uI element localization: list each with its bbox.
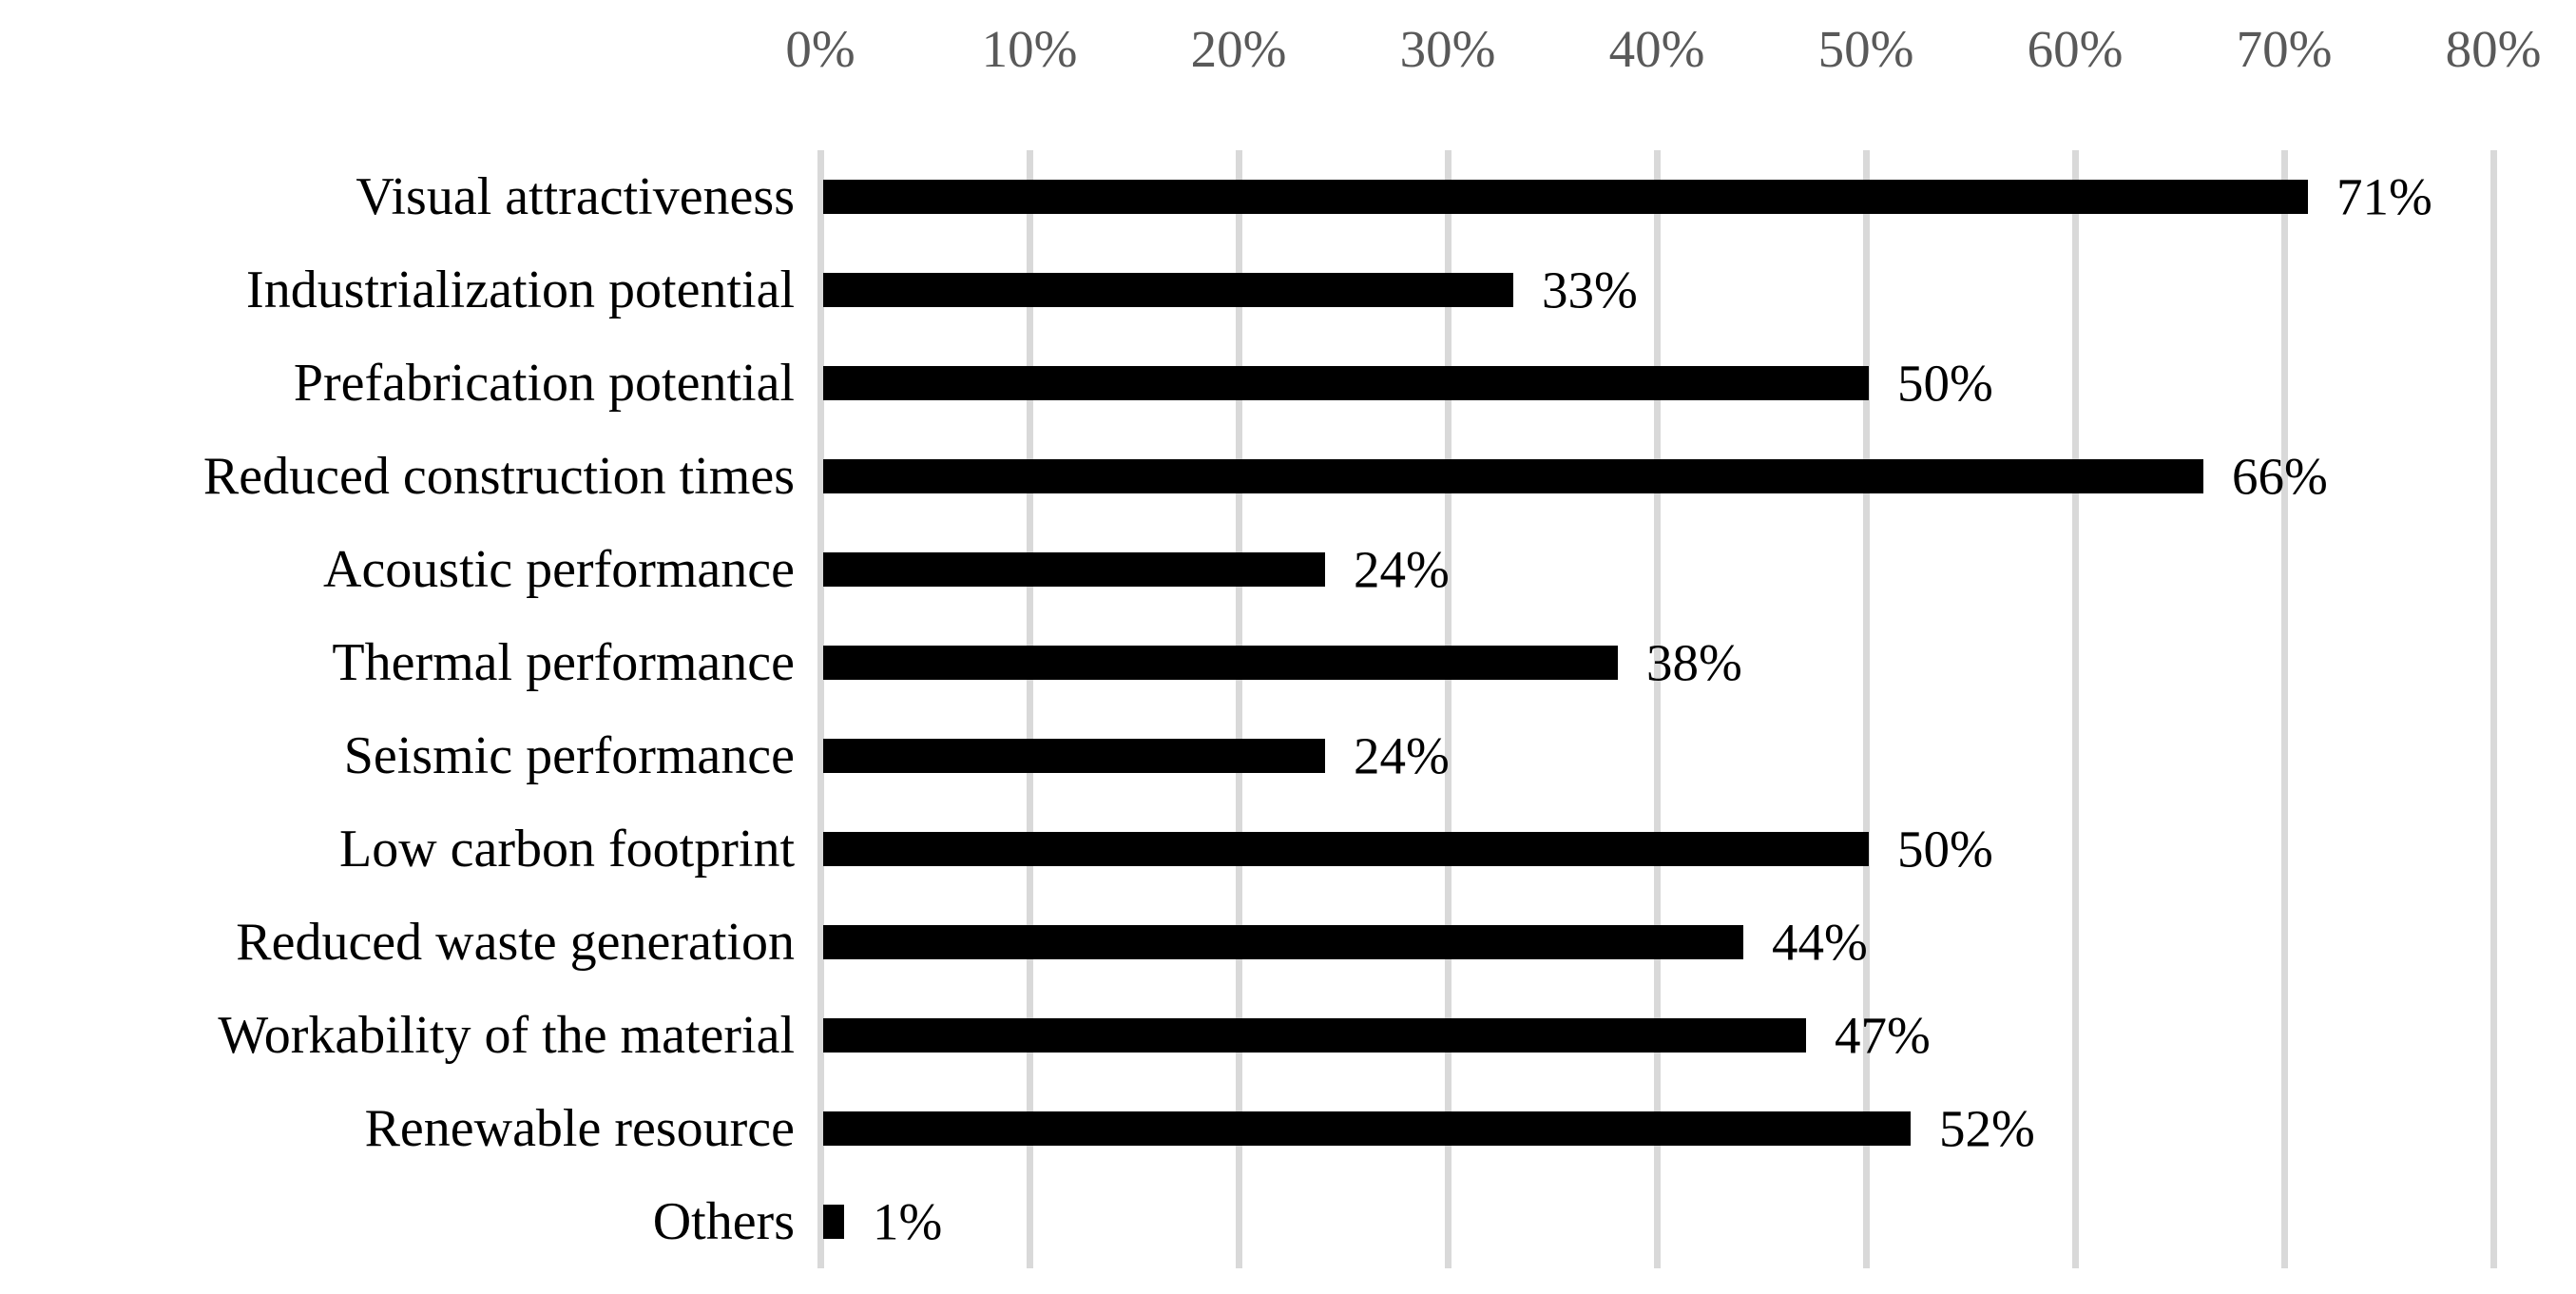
- bar: [823, 180, 2308, 214]
- bar: [823, 552, 1325, 587]
- gridline: [2071, 150, 2079, 1268]
- gridline: [1862, 150, 1870, 1268]
- value-label: 52%: [1939, 1099, 2035, 1158]
- gridline: [1444, 150, 1451, 1268]
- bar: [823, 1205, 844, 1239]
- value-label: 50%: [1897, 820, 1993, 879]
- category-label: Workability of the material: [218, 1006, 795, 1065]
- category-label: Renewable resource: [364, 1099, 795, 1158]
- category-label: Seismic performance: [343, 726, 795, 785]
- category-label: Visual attractiveness: [356, 167, 795, 226]
- value-label: 24%: [1354, 726, 1450, 785]
- x-tick-label: 80%: [2445, 20, 2542, 78]
- category-label: Reduced construction times: [202, 447, 795, 506]
- gridline: [1235, 150, 1242, 1268]
- value-label: 24%: [1354, 540, 1450, 599]
- gridline: [817, 150, 824, 1268]
- x-tick-label: 40%: [1608, 20, 1705, 78]
- x-tick-label: 20%: [1190, 20, 1287, 78]
- gridline: [2489, 150, 2497, 1268]
- category-label: Prefabrication potential: [293, 354, 795, 413]
- category-label: Industrialization potential: [246, 261, 795, 319]
- value-label: 47%: [1835, 1006, 1931, 1065]
- bar: [823, 925, 1743, 959]
- category-label: Others: [652, 1192, 795, 1251]
- category-label: Acoustic performance: [323, 540, 795, 599]
- bar: [823, 646, 1618, 680]
- gridline: [1026, 150, 1033, 1268]
- bar: [823, 1018, 1806, 1053]
- value-label: 38%: [1646, 633, 1742, 692]
- x-tick-label: 70%: [2236, 20, 2333, 78]
- category-label: Reduced waste generation: [236, 913, 795, 972]
- bar: [823, 1111, 1911, 1146]
- bar: [823, 832, 1869, 866]
- x-tick-label: 0%: [785, 20, 855, 78]
- bar: [823, 739, 1325, 773]
- bar: [823, 459, 2203, 493]
- value-label: 50%: [1897, 354, 1993, 413]
- x-tick-label: 60%: [2027, 20, 2124, 78]
- x-tick-label: 50%: [1817, 20, 1914, 78]
- bar: [823, 366, 1869, 400]
- value-label: 71%: [2336, 167, 2432, 226]
- category-label: Low carbon footprint: [339, 820, 795, 879]
- value-label: 66%: [2232, 447, 2328, 506]
- bar: [823, 273, 1513, 307]
- x-tick-label: 30%: [1399, 20, 1496, 78]
- value-label: 33%: [1542, 261, 1638, 319]
- gridline: [1653, 150, 1661, 1268]
- gridline: [2280, 150, 2288, 1268]
- category-label: Thermal performance: [332, 633, 795, 692]
- value-label: 1%: [873, 1192, 943, 1251]
- x-tick-label: 10%: [981, 20, 1078, 78]
- value-label: 44%: [1772, 913, 1868, 972]
